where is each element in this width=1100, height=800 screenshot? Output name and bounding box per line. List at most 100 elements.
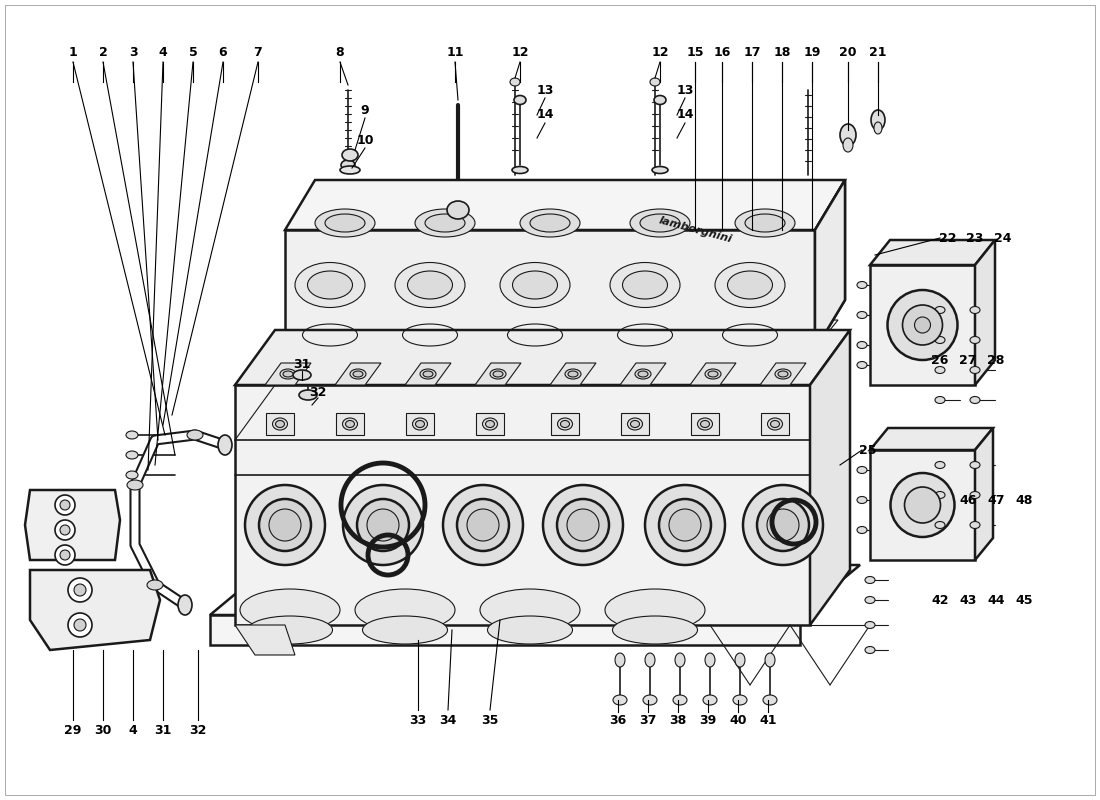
Ellipse shape [613, 616, 697, 644]
Text: 5: 5 [188, 46, 197, 58]
Ellipse shape [935, 337, 945, 343]
Polygon shape [266, 413, 294, 435]
Polygon shape [475, 363, 521, 385]
Ellipse shape [935, 366, 945, 374]
Ellipse shape [767, 509, 799, 541]
Text: 31: 31 [294, 358, 310, 371]
Polygon shape [975, 240, 996, 385]
Ellipse shape [520, 209, 580, 237]
Ellipse shape [935, 397, 945, 403]
Text: 34: 34 [439, 714, 456, 726]
Ellipse shape [295, 262, 365, 307]
Text: 14: 14 [676, 109, 694, 122]
Ellipse shape [745, 214, 785, 232]
Text: 42: 42 [932, 594, 948, 606]
Ellipse shape [568, 371, 578, 377]
Ellipse shape [697, 418, 713, 430]
Ellipse shape [673, 695, 688, 705]
Ellipse shape [353, 371, 363, 377]
Circle shape [68, 578, 92, 602]
Polygon shape [975, 428, 993, 560]
Ellipse shape [935, 522, 945, 529]
Ellipse shape [126, 480, 143, 490]
Ellipse shape [857, 466, 867, 474]
Ellipse shape [764, 653, 776, 667]
Ellipse shape [126, 451, 138, 459]
Ellipse shape [970, 366, 980, 374]
Polygon shape [265, 363, 311, 385]
Ellipse shape [770, 421, 780, 427]
Ellipse shape [733, 695, 747, 705]
Ellipse shape [299, 390, 317, 400]
Ellipse shape [350, 369, 366, 379]
Text: 44: 44 [988, 594, 1004, 606]
Ellipse shape [840, 124, 856, 146]
Ellipse shape [857, 526, 867, 534]
Polygon shape [30, 570, 159, 650]
Ellipse shape [493, 371, 503, 377]
Ellipse shape [512, 333, 566, 353]
Text: 10: 10 [356, 134, 374, 146]
Text: 14: 14 [537, 109, 553, 122]
Ellipse shape [605, 589, 705, 631]
Ellipse shape [735, 209, 795, 237]
Ellipse shape [857, 342, 867, 349]
Ellipse shape [485, 421, 495, 427]
Bar [870, 450, 975, 560]
Ellipse shape [561, 421, 570, 427]
Ellipse shape [324, 214, 365, 232]
Text: eurospares: eurospares [296, 501, 804, 579]
Ellipse shape [558, 418, 572, 430]
Ellipse shape [248, 616, 332, 644]
Ellipse shape [610, 262, 680, 307]
Text: eurospares: eurospares [296, 221, 804, 299]
Ellipse shape [970, 337, 980, 343]
Polygon shape [285, 230, 815, 350]
Ellipse shape [613, 695, 627, 705]
Ellipse shape [340, 166, 360, 174]
Text: 7: 7 [254, 46, 263, 58]
Ellipse shape [240, 589, 340, 631]
Text: 18: 18 [773, 46, 791, 58]
Polygon shape [815, 180, 845, 350]
Polygon shape [690, 363, 736, 385]
Text: 32: 32 [309, 386, 327, 398]
Ellipse shape [640, 214, 680, 232]
Ellipse shape [245, 485, 324, 565]
Ellipse shape [307, 333, 362, 353]
Ellipse shape [513, 271, 558, 299]
Text: 30: 30 [95, 723, 112, 737]
Bar [210, 615, 800, 645]
Ellipse shape [645, 485, 725, 565]
Ellipse shape [273, 418, 287, 430]
Ellipse shape [280, 369, 296, 379]
Ellipse shape [514, 95, 526, 105]
Ellipse shape [865, 577, 874, 583]
Text: 17: 17 [744, 46, 761, 58]
Ellipse shape [315, 209, 375, 237]
Ellipse shape [367, 509, 399, 541]
Polygon shape [270, 320, 838, 355]
Ellipse shape [935, 491, 945, 498]
Ellipse shape [654, 95, 666, 105]
Text: 35: 35 [482, 714, 498, 726]
Text: 38: 38 [670, 714, 686, 726]
Text: 19: 19 [803, 46, 821, 58]
Ellipse shape [874, 122, 882, 134]
Ellipse shape [705, 653, 715, 667]
Ellipse shape [716, 333, 771, 353]
Text: 4: 4 [129, 723, 138, 737]
Text: 6: 6 [219, 46, 228, 58]
Ellipse shape [412, 418, 428, 430]
Text: 41: 41 [759, 714, 777, 726]
Ellipse shape [355, 589, 455, 631]
Polygon shape [810, 330, 850, 625]
Circle shape [74, 619, 86, 631]
Ellipse shape [623, 271, 668, 299]
Polygon shape [235, 625, 295, 655]
Ellipse shape [935, 462, 945, 469]
Text: 45: 45 [1015, 594, 1033, 606]
Ellipse shape [415, 209, 475, 237]
Ellipse shape [456, 499, 509, 551]
Circle shape [904, 487, 940, 523]
